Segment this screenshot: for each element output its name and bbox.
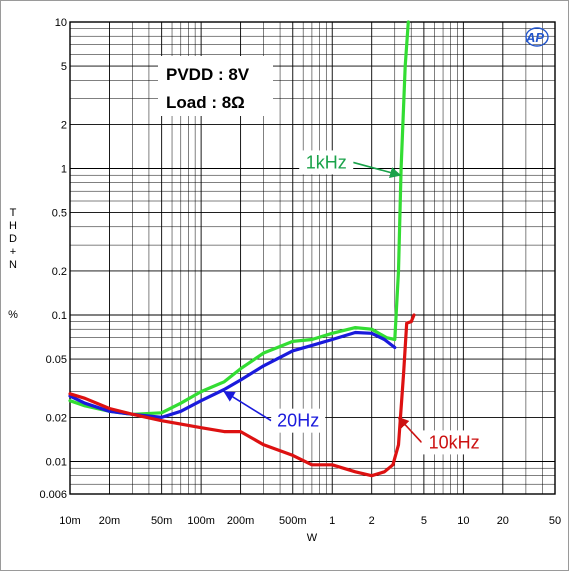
y-axis-unit: % (8, 309, 18, 321)
y-tick-label: 10 (55, 17, 67, 29)
series-layer (68, 20, 416, 478)
annotation-box-20hz (271, 408, 326, 433)
ap-logo-text: AP (525, 30, 544, 45)
x-tick-label: 20 (497, 515, 509, 527)
x-tick-label: 10m (59, 515, 80, 527)
x-tick-label: 100m (187, 515, 215, 527)
y-axis-title: T H D + N % (8, 207, 18, 321)
annotation-arrow-20hz (223, 390, 272, 422)
y-tick-label: 0.01 (46, 456, 67, 468)
y-tick-label: 0.2 (52, 266, 67, 278)
plot-frame (69, 21, 556, 495)
x-tick-label: 50 (549, 515, 561, 527)
annotation-arrow-10khz (397, 416, 423, 443)
y-tick-label: 5 (61, 61, 67, 73)
y-tick-label: 1 (61, 163, 67, 175)
x-tick-label: 10 (457, 515, 469, 527)
y-tick-label: 0.006 (39, 489, 67, 501)
y-tick-label: 0.5 (52, 208, 67, 220)
x-tick-label: 20m (99, 515, 120, 527)
x-axis-label: W (307, 532, 318, 544)
x-tick-label: 50m (151, 515, 172, 527)
series-line-10khz (68, 313, 416, 478)
annotation-box-1khz (299, 150, 354, 175)
y-tick-label: 0.05 (46, 354, 67, 366)
y-tick-label: 2 (61, 119, 67, 131)
x-tick-label: 5 (421, 515, 427, 527)
annotation-arrow-1khz (353, 161, 402, 178)
ap-logo: AP (525, 27, 549, 47)
x-tick-label: 200m (227, 515, 255, 527)
x-tick-label: 500m (279, 515, 307, 527)
condition-pvdd: PVDD : 8V (166, 65, 250, 84)
annotation-label-10khz: 10kHz (429, 432, 480, 452)
tick-label-layer: 10m 20m 50m 100m 200m 500m 1 2 5 10 20 50 0.006 0.01 0… (39, 17, 561, 527)
x-tick-label: 1 (329, 515, 335, 527)
y-tick-label: 0.02 (46, 412, 67, 424)
conditions-box (158, 56, 273, 116)
annotation-box-10khz (421, 430, 487, 455)
annotation-layer: 1kHz 20Hz 10kHz (223, 150, 487, 455)
y-axis-label: T H D + N (9, 207, 17, 271)
y-tick-label: 0.1 (52, 310, 67, 322)
condition-load: Load : 8Ω (166, 93, 245, 112)
annotation-label-20hz: 20Hz (277, 411, 319, 431)
x-tick-label: 2 (369, 515, 375, 527)
annotation-label-1khz: 1kHz (306, 152, 347, 172)
ap-logo-ring (525, 27, 549, 47)
